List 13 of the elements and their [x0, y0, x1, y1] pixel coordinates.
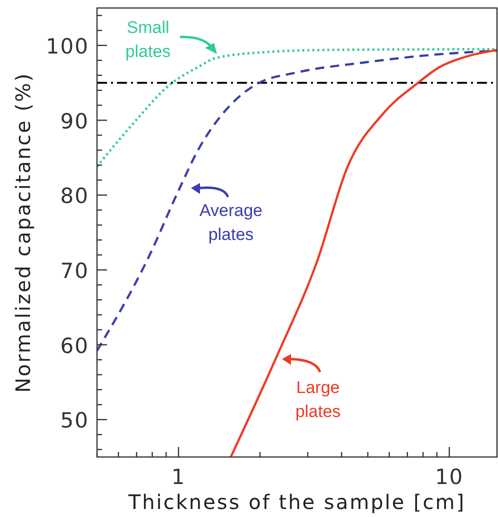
x-tick-label: 1 — [171, 465, 186, 489]
y-tick-label: 70 — [60, 258, 89, 283]
y-tick-label: 90 — [60, 109, 89, 134]
series-label: Small plates — [125, 18, 171, 61]
y-tick-label: 50 — [60, 408, 89, 433]
x-tick-label: 10 — [434, 465, 464, 489]
legend-label: Large plates — [295, 378, 341, 421]
y-tick-label: 60 — [60, 334, 89, 358]
y-axis-title: Normalized capacitance (%) — [11, 72, 35, 393]
y-tick-label: 100 — [46, 34, 89, 58]
y-tick-label: 80 — [60, 184, 89, 208]
legend-label: Average plates — [199, 201, 263, 244]
x-axis-title: Thickness of the sample [cm] — [127, 490, 466, 514]
